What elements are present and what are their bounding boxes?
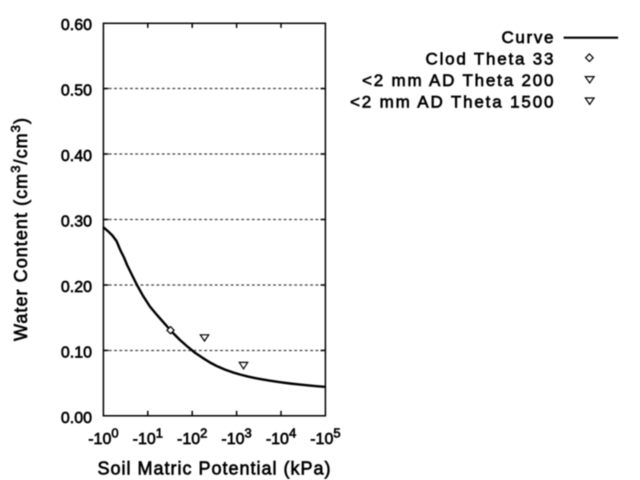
svg-text:0.60: 0.60	[61, 17, 92, 34]
svg-text:-102: -102	[177, 426, 207, 449]
svg-text:Clod Theta 33: Clod Theta 33	[426, 49, 554, 68]
svg-text:-104: -104	[266, 426, 296, 449]
svg-text:-100: -100	[88, 426, 118, 449]
svg-text:0.40: 0.40	[61, 148, 92, 165]
svg-text:0.00: 0.00	[61, 410, 92, 427]
svg-text:-103: -103	[221, 426, 251, 449]
svg-text:Water Content (cm3/cm3): Water Content (cm3/cm3)	[8, 117, 31, 341]
svg-text:0.50: 0.50	[61, 83, 92, 100]
svg-text:-105: -105	[310, 426, 340, 449]
svg-text:Soil Matric Potential (kPa): Soil Matric Potential (kPa)	[98, 459, 331, 479]
svg-text:Curve: Curve	[502, 28, 554, 47]
svg-text:-101: -101	[133, 426, 163, 449]
svg-text:0.20: 0.20	[61, 279, 92, 296]
svg-text:<2 mm AD Theta 200: <2 mm AD Theta 200	[362, 71, 554, 90]
svg-text:<2 mm AD Theta 1500: <2 mm AD Theta 1500	[350, 92, 554, 111]
svg-text:0.10: 0.10	[61, 344, 92, 361]
svg-text:0.30: 0.30	[61, 214, 92, 231]
